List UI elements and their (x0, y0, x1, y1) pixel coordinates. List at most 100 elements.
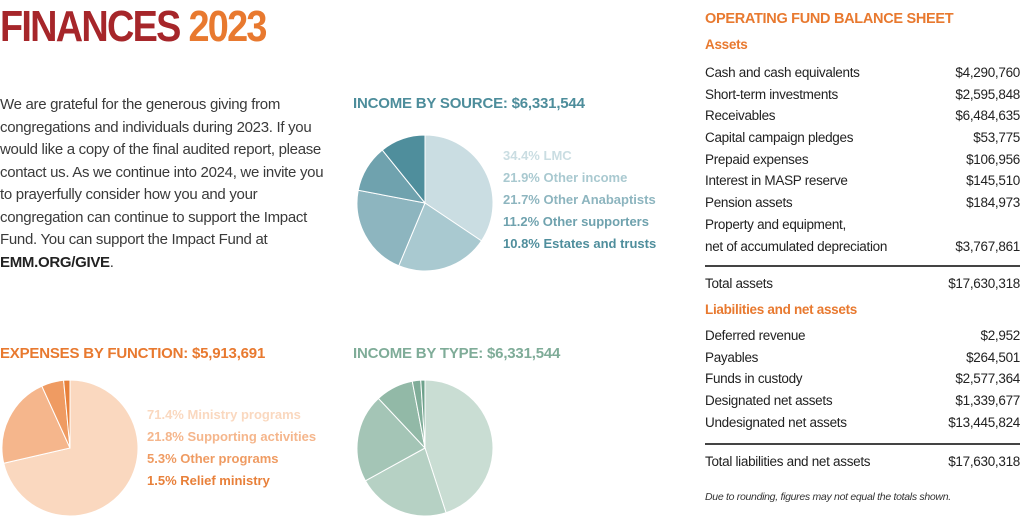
value-label: 10.8% (503, 236, 540, 251)
pie-slice (424, 379, 494, 514)
row-label: Receivables (705, 108, 776, 124)
value-label: 1.5% (147, 473, 177, 488)
sheet-row: Pension assets $184,973 (705, 192, 1020, 214)
page-title: FINANCES 2023 (0, 2, 267, 52)
intro-link[interactable]: EMM.ORG/GIVE (0, 253, 110, 271)
liability-rows: Deferred revenue $2,952 Payables $264,501 Fu… (705, 325, 1020, 433)
sheet-row: Payables $264,501 (705, 347, 1020, 369)
legend: 34.4% LMC 21.9% Other income 21.7% Other A… (503, 145, 656, 255)
pie-slice (356, 397, 426, 482)
row-value: $17,630,318 (948, 276, 1020, 292)
sheet-title: OPERATING FUND BALANCE SHEET (705, 11, 954, 27)
pie-slice (398, 202, 483, 272)
row-label: Deferred revenue (705, 327, 806, 343)
value-label: 11.2% (503, 214, 540, 229)
pie-slice (3, 379, 139, 517)
legend-entry: 11.2% Other supporters (503, 211, 656, 233)
row-label: Cash and cash equivalents (705, 65, 860, 80)
section-heading: Assets (705, 37, 748, 52)
value-label: 21.8% (147, 429, 184, 444)
total-row: Total assets $17,630,318 (705, 265, 1020, 295)
legend-entry: 21.9% Other income (503, 167, 656, 189)
pie-slice (356, 189, 426, 267)
pie-chart (1, 379, 139, 517)
row-value: $4,290,760 (955, 65, 1020, 80)
row-label: net of accumulated depreciation (705, 238, 888, 254)
sheet-row: Designated net assets $1,339,677 (705, 390, 1020, 412)
intro-end: . (109, 253, 114, 271)
row-value: $2,577,364 (955, 371, 1020, 387)
row-value: $184,973 (966, 195, 1020, 211)
row-label: Total assets (705, 276, 773, 292)
sheet-row: Prepaid expenses $106,956 (705, 149, 1020, 171)
title-text: FINANCES (0, 2, 181, 51)
row-label: Pension assets (705, 195, 793, 211)
row-value: $13,445,824 (948, 414, 1020, 430)
legend-entry: 10.8% Estates and trusts (503, 233, 656, 255)
legend: 71.4% Ministry programs 21.8% Supporting … (147, 404, 316, 492)
row-value: $2,952 (980, 327, 1021, 343)
sheet-row: net of accumulated depreciation $3,767,86… (705, 236, 1020, 258)
chart-title: EXPENSES BY FUNCTION: $5,913,691 (0, 345, 266, 362)
sheet-row: Funds in custody $2,577,364 (705, 368, 1020, 390)
chart-title: INCOME BY SOURCE: $6,331,544 (353, 95, 585, 112)
sheet-row: Short-term investments $2,595,848 (705, 84, 1020, 106)
row-label: Property and equipment, (705, 216, 846, 232)
legend-entry: 34.4% LMC (503, 145, 656, 167)
row-label: Capital campaign pledges (705, 130, 854, 146)
value-label: 21.9% (503, 170, 540, 185)
row-value: $17,630,318 (948, 454, 1020, 470)
legend-label: Other supporters (542, 214, 649, 229)
section-heading: Liabilities and net assets (705, 301, 858, 317)
pie-chart (356, 379, 494, 517)
legend-label: Other programs (180, 451, 279, 466)
sheet-row: Cash and cash equivalents $4,290,760 (705, 62, 1020, 84)
value-label: 21.7% (503, 192, 540, 207)
balance-sheet: OPERATING FUND BALANCE SHEET Assets Cash… (705, 8, 1020, 503)
row-value: $3,767,861 (955, 238, 1020, 254)
intro: We are grateful for the generous giving … (0, 94, 330, 274)
pie-slice (1, 385, 71, 464)
row-label: Funds in custody (705, 371, 803, 387)
asset-rows: Cash and cash equivalents $4,290,760 Short… (705, 62, 1020, 257)
legend-label: Estates and trusts (543, 236, 657, 251)
legend-label: LMC (543, 148, 572, 163)
pie-slice (420, 379, 426, 449)
value-label: 5.3% (147, 451, 177, 466)
row-value: $53,775 (973, 130, 1020, 146)
title-year: 2023 (188, 2, 267, 51)
row-value: $264,501 (966, 349, 1020, 365)
sheet-row: Capital campaign pledges $53,775 (705, 127, 1020, 149)
pie-slice (364, 447, 447, 517)
legend-entry: 21.8% Supporting activities (147, 426, 316, 448)
legend-entry: 21.7% Other Anabaptists (503, 189, 656, 211)
row-label: Prepaid expenses (705, 151, 809, 167)
legend-label: Relief ministry (180, 473, 270, 488)
sheet-row: Undesignated net assets $13,445,824 (705, 412, 1020, 434)
row-label: Undesignated net assets (705, 414, 847, 430)
row-value: $145,510 (966, 173, 1020, 189)
row-label: Total liabilities and net assets (705, 454, 871, 470)
value-label: 71.4% (147, 407, 184, 422)
legend-entry: 1.5% Relief ministry (147, 470, 316, 492)
legend-label: Other income (543, 170, 628, 185)
pie-slice (63, 379, 71, 449)
row-value: $106,956 (966, 151, 1020, 167)
sheet-row: Receivables $6,484,635 (705, 105, 1020, 127)
pie-slice (381, 134, 426, 205)
intro-text: We are grateful for the generous giving … (0, 96, 324, 248)
legend-label: Supporting activities (187, 429, 317, 444)
value-label: 34.4% (503, 148, 540, 163)
legend-label: Ministry programs (187, 407, 301, 422)
total-row: Total liabilities and net assets $17,630,… (705, 443, 1020, 473)
row-value: $2,595,848 (955, 86, 1020, 102)
row-label: Designated net assets (705, 392, 833, 408)
legend-entry: 5.3% Other programs (147, 448, 316, 470)
row-label: Short-term investments (705, 86, 838, 102)
pie-slice (424, 134, 494, 242)
row-value: $1,339,677 (955, 392, 1020, 408)
sheet-row: Interest in MASP reserve $145,510 (705, 170, 1020, 192)
chart-title: INCOME BY TYPE: $6,331,544 (353, 345, 561, 362)
row-label: Payables (705, 349, 759, 365)
